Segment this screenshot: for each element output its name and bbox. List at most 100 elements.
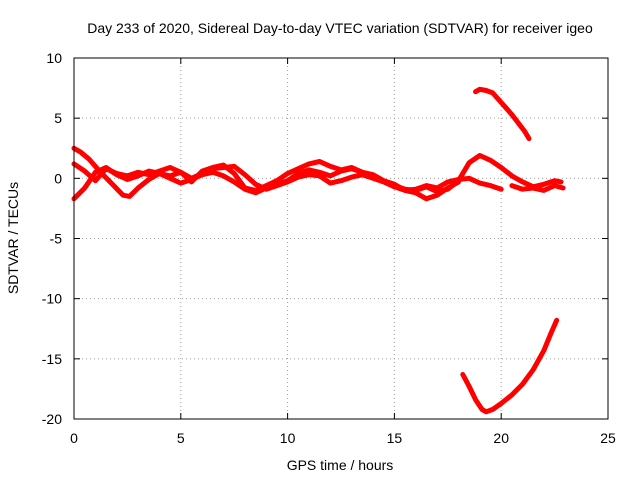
- data-point: [232, 171, 237, 176]
- data-point: [499, 187, 504, 192]
- data-point: [82, 168, 87, 174]
- data-point: [548, 332, 553, 337]
- data-point: [434, 193, 440, 198]
- data-point: [509, 173, 515, 179]
- data-point: [328, 180, 333, 186]
- series-line: [473, 86, 532, 142]
- data-point: [296, 166, 301, 171]
- data-series: [71, 86, 566, 415]
- data-point: [317, 159, 322, 164]
- y-tick-label: -5: [50, 231, 63, 247]
- x-tick-label: 0: [70, 430, 78, 446]
- data-point: [460, 372, 465, 377]
- data-point: [274, 182, 280, 187]
- data-point: [499, 401, 504, 406]
- data-point: [499, 165, 504, 170]
- data-point: [86, 156, 92, 162]
- data-point: [135, 173, 141, 179]
- data-point: [93, 170, 98, 175]
- data-point: [424, 196, 429, 201]
- data-point: [509, 392, 515, 398]
- y-tick-label: 5: [54, 110, 62, 126]
- data-point: [125, 177, 130, 182]
- data-point: [477, 87, 482, 92]
- data-point: [338, 168, 344, 174]
- data-point: [516, 120, 521, 126]
- x-tick-label: 20: [493, 430, 509, 446]
- x-tick-label: 25: [600, 430, 616, 446]
- data-point: [496, 97, 502, 103]
- data-point: [509, 112, 515, 117]
- data-point: [434, 189, 440, 194]
- data-point: [120, 193, 126, 198]
- data-point: [328, 164, 333, 169]
- x-tick-label: 10: [280, 430, 296, 446]
- data-point: [370, 174, 376, 180]
- data-point: [317, 170, 322, 175]
- data-point: [467, 160, 472, 165]
- data-point: [488, 158, 493, 163]
- data-point: [127, 194, 132, 199]
- data-point: [541, 182, 547, 187]
- x-tick-label: 5: [177, 430, 185, 446]
- data-point: [484, 409, 489, 414]
- data-point: [541, 348, 547, 353]
- data-point: [503, 105, 508, 110]
- data-point: [338, 178, 344, 183]
- data-point: [360, 170, 365, 175]
- data-point: [552, 183, 557, 188]
- data-point: [146, 177, 151, 182]
- data-point: [189, 177, 194, 182]
- data-point: [328, 173, 333, 179]
- data-point: [520, 187, 525, 192]
- data-point: [526, 136, 532, 141]
- data-point: [554, 318, 559, 323]
- chart-title: Day 233 of 2020, Sidereal Day-to-day VTE…: [87, 20, 593, 36]
- data-point: [178, 170, 183, 175]
- x-axis-label: GPS time / hours: [287, 457, 394, 473]
- y-tick-label: -15: [42, 351, 62, 367]
- data-point: [78, 149, 83, 155]
- series-track-f: [509, 183, 566, 193]
- data-point: [558, 179, 564, 185]
- data-point: [479, 407, 485, 412]
- data-point: [456, 177, 461, 182]
- data-point: [488, 183, 493, 188]
- data-point: [146, 168, 151, 174]
- data-point: [210, 170, 215, 175]
- data-point: [285, 171, 290, 176]
- data-point: [541, 188, 547, 193]
- data-point: [490, 90, 495, 96]
- data-point: [531, 367, 536, 372]
- data-point: [477, 153, 482, 158]
- data-point: [509, 183, 515, 188]
- data-point: [264, 185, 269, 191]
- data-point: [178, 180, 183, 186]
- data-point: [167, 176, 173, 181]
- data-point: [445, 179, 450, 185]
- data-point: [434, 185, 440, 191]
- data-point: [221, 173, 226, 179]
- y-axis-label: SDTVAR / TECUs: [5, 182, 21, 294]
- data-point: [93, 178, 98, 183]
- y-tick-label: 0: [54, 170, 62, 186]
- data-point: [520, 179, 525, 185]
- data-point: [306, 167, 312, 173]
- data-point: [210, 166, 215, 171]
- data-point: [135, 185, 141, 191]
- data-point: [392, 184, 397, 189]
- data-point: [402, 188, 408, 193]
- data-point: [522, 129, 527, 134]
- data-point: [445, 187, 450, 192]
- data-point: [467, 384, 472, 389]
- data-point: [167, 165, 173, 170]
- data-point: [306, 172, 312, 177]
- data-point: [232, 164, 237, 169]
- data-point: [242, 187, 248, 192]
- data-point: [560, 185, 566, 191]
- data-point: [520, 381, 525, 387]
- y-tick-label: -10: [42, 291, 62, 307]
- series-track-c: [71, 165, 504, 202]
- y-tick-label: 10: [46, 50, 62, 66]
